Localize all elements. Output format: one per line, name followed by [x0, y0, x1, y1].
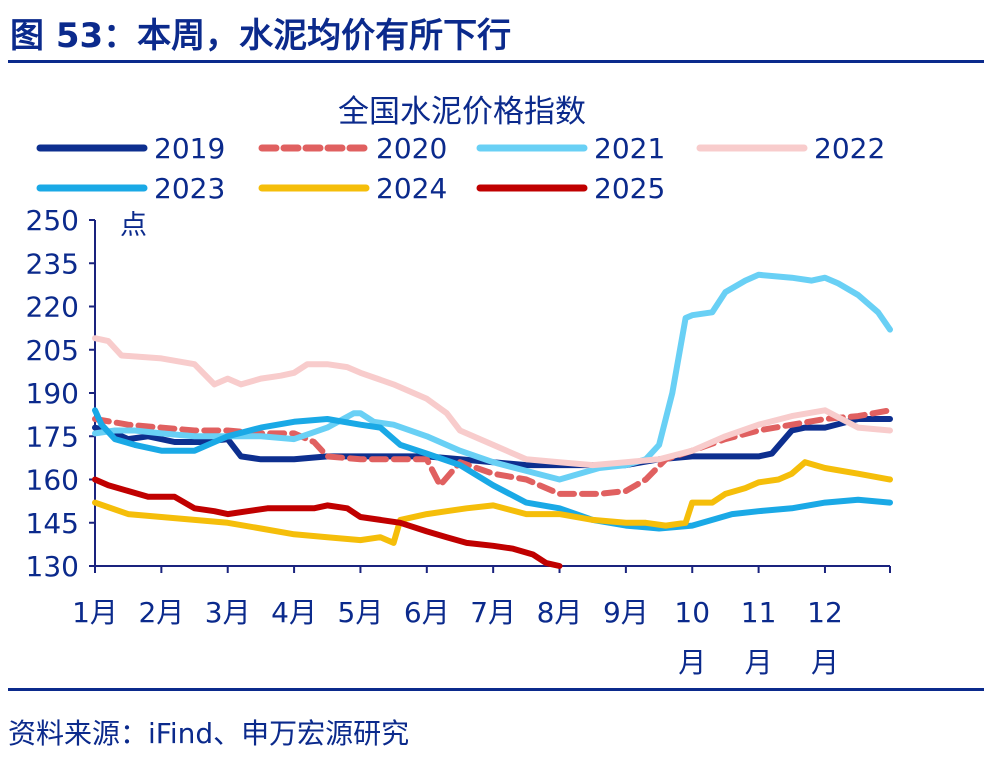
y-tick-label: 220 [26, 291, 79, 324]
x-tick-label: 9月 [603, 596, 649, 629]
legend-label-2021: 2021 [594, 132, 665, 165]
legend-label-2025: 2025 [594, 172, 665, 205]
legend-label-2020: 2020 [376, 132, 447, 165]
x-tick-label: 3月 [205, 596, 251, 629]
x-tick-label: 5月 [338, 596, 384, 629]
x-tick-label: 11 [741, 596, 777, 629]
y-tick-label: 160 [26, 464, 79, 497]
x-tick-label-line2: 月 [811, 646, 839, 679]
top-rule [8, 60, 984, 63]
bottom-rule [8, 688, 984, 691]
x-tick-label: 7月 [470, 596, 516, 629]
cement-price-index-chart: 全国水泥价格指数 2019 2020 2021 2022 2023 2024 2025 130 1… [26, 94, 893, 679]
legend-label-2023: 2023 [154, 172, 225, 205]
y-axis-unit: 点 [120, 210, 147, 241]
series-line-2021 [92, 271, 893, 483]
legend-label-2022: 2022 [814, 132, 885, 165]
chart-title: 全国水泥价格指数 [338, 94, 586, 130]
y-tick-label: 145 [26, 507, 79, 540]
series-line-2023 [92, 407, 893, 532]
y-tick-label: 130 [26, 550, 79, 583]
figure-title: 图 53：本周，水泥均价有所下行 [10, 16, 512, 56]
x-tick-label: 12 [807, 596, 843, 629]
series-line-2022 [92, 335, 893, 469]
x-tick-label: 6月 [404, 596, 450, 629]
series-line-2019 [92, 416, 893, 469]
source-note: 资料来源：iFind、申万宏源研究 [8, 717, 410, 750]
legend-label-2019: 2019 [154, 132, 225, 165]
y-tick-label: 205 [26, 334, 79, 367]
x-tick-label-line2: 月 [745, 646, 773, 679]
x-tick-label-line2: 月 [678, 646, 706, 679]
y-tick-label: 190 [26, 377, 79, 410]
series-line-2024 [92, 459, 893, 546]
y-tick-label: 250 [26, 204, 79, 237]
y-tick-label: 235 [26, 247, 79, 280]
legend-label-2024: 2024 [376, 172, 447, 205]
x-tick-label: 4月 [271, 596, 317, 629]
x-tick-label: 1月 [72, 596, 118, 629]
x-tick-label: 10 [674, 596, 710, 629]
x-tick-label: 8月 [537, 596, 583, 629]
x-tick-label: 2月 [138, 596, 184, 629]
y-tick-label: 175 [26, 420, 79, 453]
series-line-2025 [92, 476, 563, 569]
